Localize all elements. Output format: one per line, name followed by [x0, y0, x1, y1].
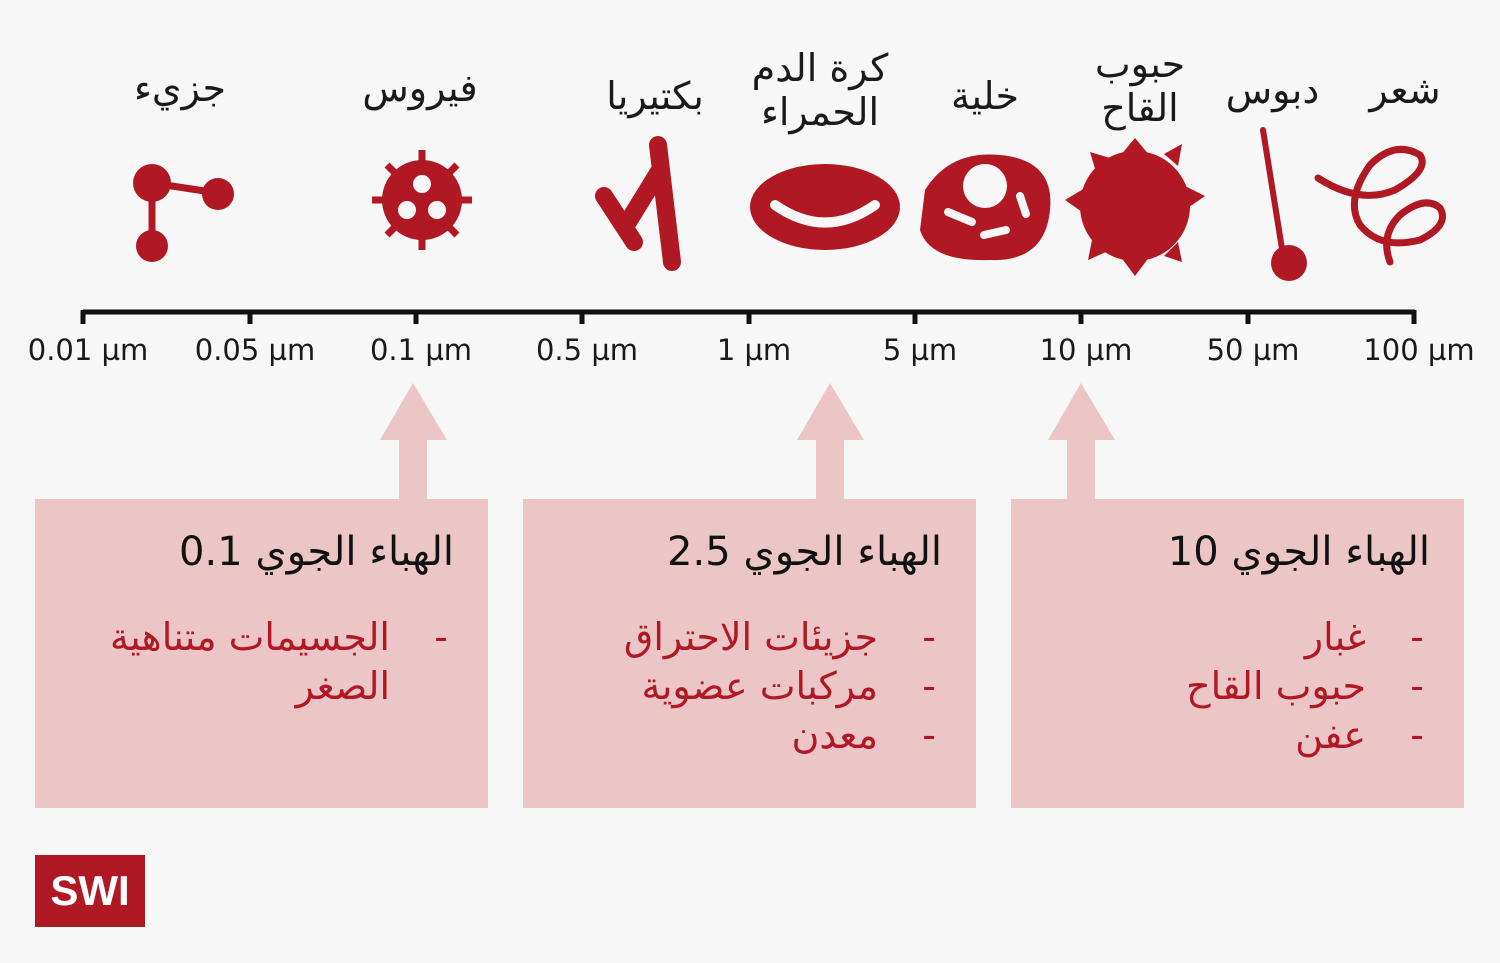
item-text: حبوب القاح [1186, 664, 1366, 708]
aerosol-box-2.5: الهباء الجوي 2.5 - جزيئات الاحتراق - مركبات… [523, 499, 976, 808]
item-text: معدن [791, 713, 878, 757]
list-item: - حبوب القاح [1186, 662, 1424, 711]
label-cell: خلية [951, 74, 1019, 118]
pin-icon [1260, 127, 1307, 281]
scale-label: 5 µm [882, 333, 958, 367]
bullet-dash: - [1410, 713, 1424, 757]
label-pin: دبوس [1225, 68, 1320, 112]
item-text: مركبات عضوية [641, 664, 878, 708]
arrow-2.5 [797, 383, 864, 500]
list-item: - معدن [624, 711, 936, 760]
scale-label: 0.01 µm [27, 333, 149, 367]
aerosol-box-0.1: الهباء الجوي 0.1 - الجسيمات متناهية الصغر [35, 499, 488, 808]
bullet-dash: - [434, 615, 448, 659]
scale-label: 0.1 µm [369, 333, 473, 367]
scale-label: 0.05 µm [194, 333, 316, 367]
label-virus: فيروس [362, 66, 478, 110]
label-red-blood-cell: كرة الدم الحمراء [751, 46, 889, 134]
pointer-arrows [380, 383, 1115, 500]
list-item: - غبار [1186, 613, 1424, 662]
arrow-10 [1048, 383, 1115, 500]
hair-icon [1314, 145, 1446, 266]
molecule-icon [133, 164, 234, 262]
bullet-dash: - [1410, 615, 1424, 659]
item-text: جزيئات الاحتراق [623, 615, 878, 659]
pollen-icon [1065, 138, 1205, 276]
aerosol-box-10: الهباء الجوي 10 - غبار - حبوب القاح - عفن [1011, 499, 1464, 808]
list-item: - جزيئات الاحتراق [624, 613, 936, 662]
scale-label: 50 µm [1206, 333, 1300, 367]
item-text: الجسيمات متناهية الصغر [109, 615, 390, 708]
list-item: - مركبات عضوية [624, 662, 936, 711]
bullet-dash: - [1410, 664, 1424, 708]
bullet-dash: - [922, 615, 936, 659]
cell-icon [920, 154, 1051, 261]
item-text: غبار [1304, 615, 1366, 659]
list-item: - الجسيمات متناهية الصغر [35, 613, 448, 711]
bullet-dash: - [922, 713, 936, 757]
scale-label: 0.5 µm [535, 333, 639, 367]
bacteria-icon [595, 136, 681, 271]
scale-axis [80, 309, 1417, 324]
box-title: الهباء الجوي 10 [1167, 529, 1430, 575]
virus-icon [372, 150, 472, 250]
label-bacteria: بكتيريا [606, 74, 704, 118]
swi-logo: SWI [35, 855, 145, 927]
label-molecule: جزيء [133, 66, 227, 110]
box-title: الهباء الجوي 2.5 [667, 529, 942, 575]
label-pollen: حبوب القاح [1094, 42, 1186, 130]
scale-label: 1 µm [716, 333, 792, 367]
scale-label: 100 µm [1363, 333, 1475, 367]
arrow-0.1 [380, 383, 447, 500]
box-title: الهباء الجوي 0.1 [179, 529, 454, 575]
bullet-dash: - [922, 664, 936, 708]
scale-label: 10 µm [1039, 333, 1133, 367]
item-text: عفن [1295, 713, 1366, 757]
red-blood-cell-icon [750, 164, 900, 250]
list-item: - عفن [1186, 711, 1424, 760]
label-hair: شعر [1369, 68, 1441, 112]
